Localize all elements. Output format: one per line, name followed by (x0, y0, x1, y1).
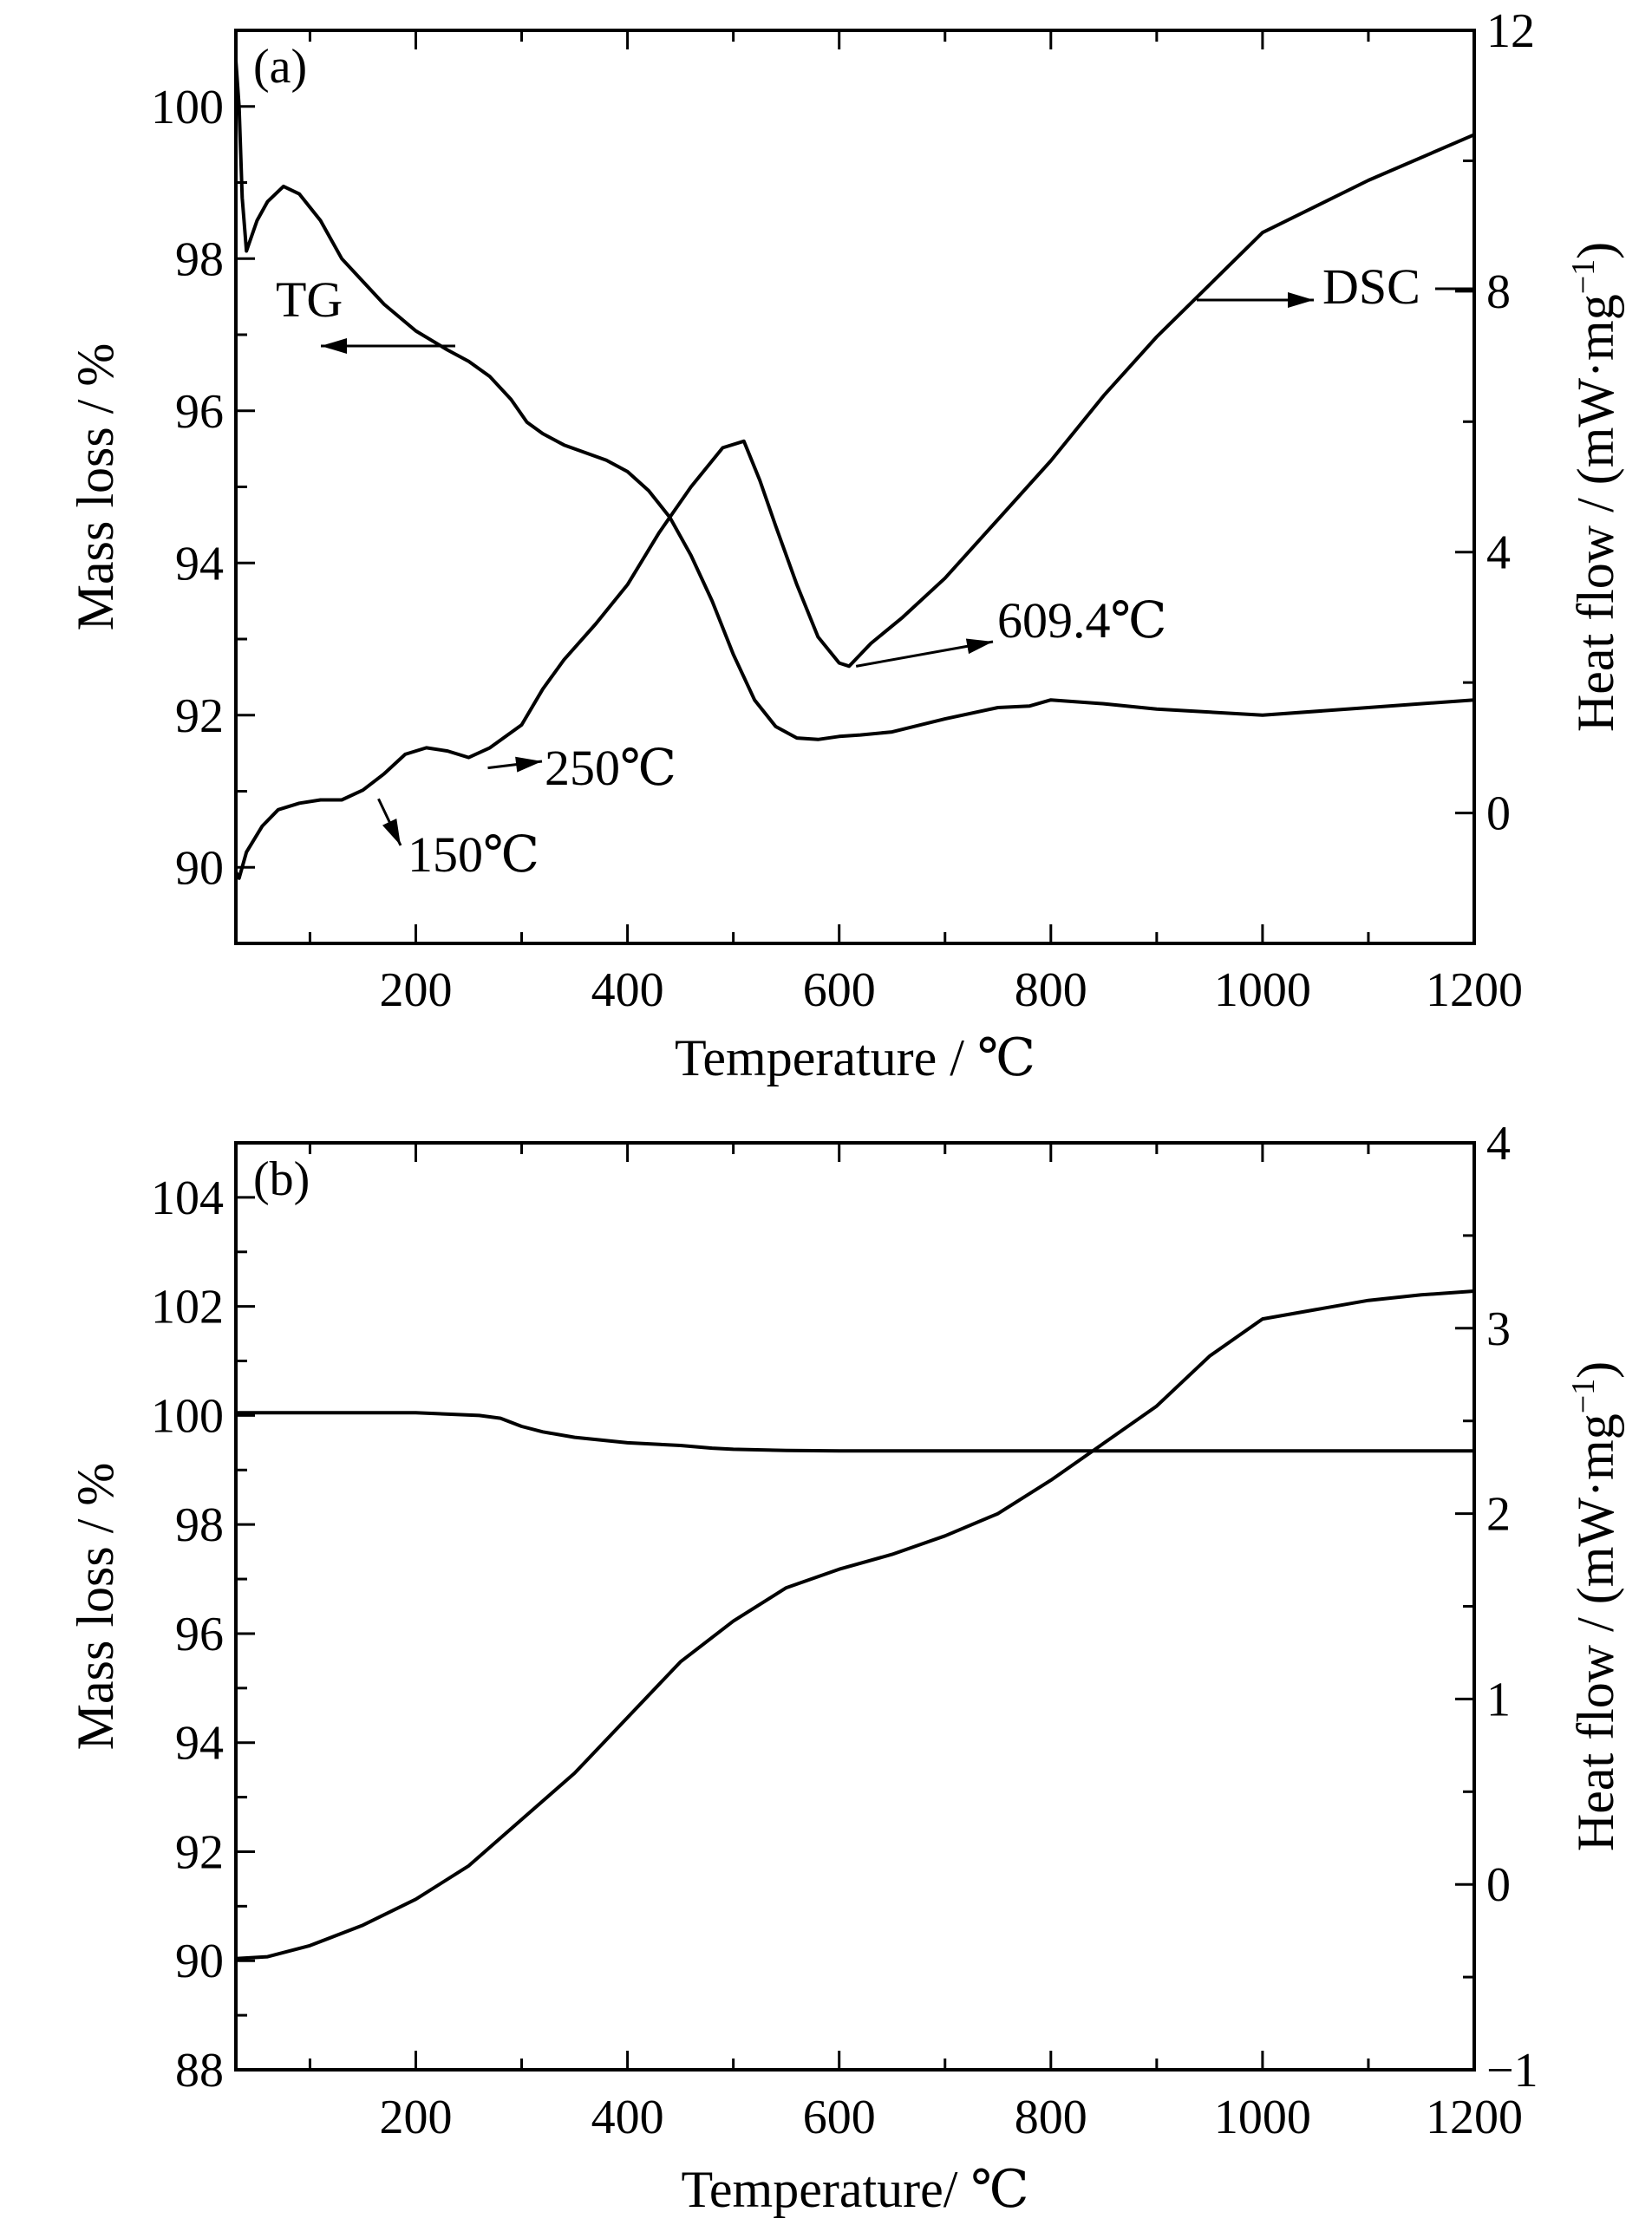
y-right-axis-title-sup: −1 (1565, 259, 1602, 294)
y-left-tick-label: 94 (175, 537, 224, 590)
x-tick-label: 200 (379, 2091, 452, 2144)
series-dsc-line (234, 133, 1476, 880)
chart-panel-a: 200 400 600 800 1000 1200909294969810004812Te… (67, 4, 1624, 1086)
y-right-axis-title-end: ) (1567, 242, 1624, 259)
y-right-tick-label: 1 (1486, 1673, 1511, 1726)
y-right-axis-title-main: Heat flow / (mW·mg (1567, 294, 1624, 732)
x-tick-label: 400 (591, 963, 664, 1017)
y-left-tick-label: 90 (175, 841, 224, 895)
x-tick-label: 600 (803, 963, 876, 1017)
y-left-axis-title: Mass loss / % (67, 343, 124, 631)
y-left-tick-label: 92 (175, 689, 224, 743)
y-right-axis-title-sup: −1 (1565, 1379, 1602, 1413)
y-left-tick-label: 104 (151, 1171, 224, 1225)
x-tick-label: 200 (379, 963, 452, 1017)
y-right-tick-label: 0 (1486, 787, 1511, 841)
dsc-arrow-head (1288, 292, 1314, 308)
panel-label: (a) (253, 40, 307, 94)
x-tick-label: 800 (1015, 963, 1087, 1017)
series-tg-line (234, 59, 1476, 741)
y-right-tick-label: −1 (1486, 2044, 1538, 2098)
y-right-tick-label: 3 (1486, 1302, 1511, 1356)
tg-label: TG (276, 271, 343, 328)
y-right-axis-title-main: Heat flow / (mW·mg (1567, 1413, 1624, 1851)
y-right-tick-label: 4 (1486, 1117, 1511, 1171)
x-tick-label: 1200 (1426, 963, 1523, 1017)
y-right-axis-title-end: ) (1567, 1361, 1624, 1379)
series-line-1 (234, 1411, 1476, 1453)
y-left-tick-label: 88 (175, 2044, 224, 2098)
y-left-tick-label: 96 (175, 1608, 224, 1661)
y-right-tick-label: 8 (1486, 265, 1511, 319)
y-left-tick-label: 100 (151, 1389, 224, 1443)
x-tick-label: 1200 (1426, 2091, 1523, 2144)
y-right-tick-label: 0 (1486, 1858, 1511, 1912)
x-tick-label: 600 (803, 2091, 876, 2144)
y-right-tick-label: 4 (1486, 526, 1511, 580)
y-left-tick-label: 92 (175, 1825, 224, 1879)
plot-frame (234, 29, 1476, 945)
y-right-axis-title: Heat flow / (mW·mg−1) (1565, 242, 1624, 732)
panel-label: (b) (253, 1152, 310, 1206)
x-axis-title: Temperature / ℃ (675, 1029, 1035, 1086)
x-tick-label: 800 (1015, 2091, 1087, 2144)
annot-250-arrow-head (515, 756, 542, 773)
annot-609-label: 609.4℃ (997, 592, 1166, 649)
plot-frame (234, 1141, 1476, 2072)
annot-150-arrow-head (382, 819, 401, 845)
annot-150-label: 150℃ (408, 826, 539, 883)
y-left-tick-label: 98 (175, 232, 224, 286)
x-tick-label: 1000 (1214, 963, 1311, 1017)
annot-250-label: 250℃ (545, 740, 676, 796)
y-left-tick-label: 96 (175, 385, 224, 439)
dsc-label: DSC (1322, 258, 1420, 315)
x-tick-label: 1000 (1214, 2091, 1311, 2144)
y-left-tick-label: 98 (175, 1498, 224, 1552)
x-tick-label: 400 (591, 2091, 664, 2144)
y-right-tick-label: 12 (1486, 4, 1535, 58)
x-axis-title: Temperature/ ℃ (681, 2161, 1028, 2218)
y-left-tick-label: 100 (151, 81, 224, 134)
annot-609-arrow-head (965, 638, 993, 655)
tg-arrow-head (321, 338, 347, 354)
y-right-axis-title: Heat flow / (mW·mg−1) (1565, 1361, 1624, 1851)
y-right-tick-label: 2 (1486, 1488, 1511, 1542)
chart-panel-b: 200 400 600 800 1000 120088909294969810010210… (67, 1117, 1624, 2218)
y-left-axis-title: Mass loss / % (67, 1463, 124, 1751)
y-left-tick-label: 102 (151, 1281, 224, 1334)
y-left-tick-label: 90 (175, 1935, 224, 1988)
y-left-tick-label: 94 (175, 1717, 224, 1771)
series-line-2 (234, 1289, 1476, 1961)
